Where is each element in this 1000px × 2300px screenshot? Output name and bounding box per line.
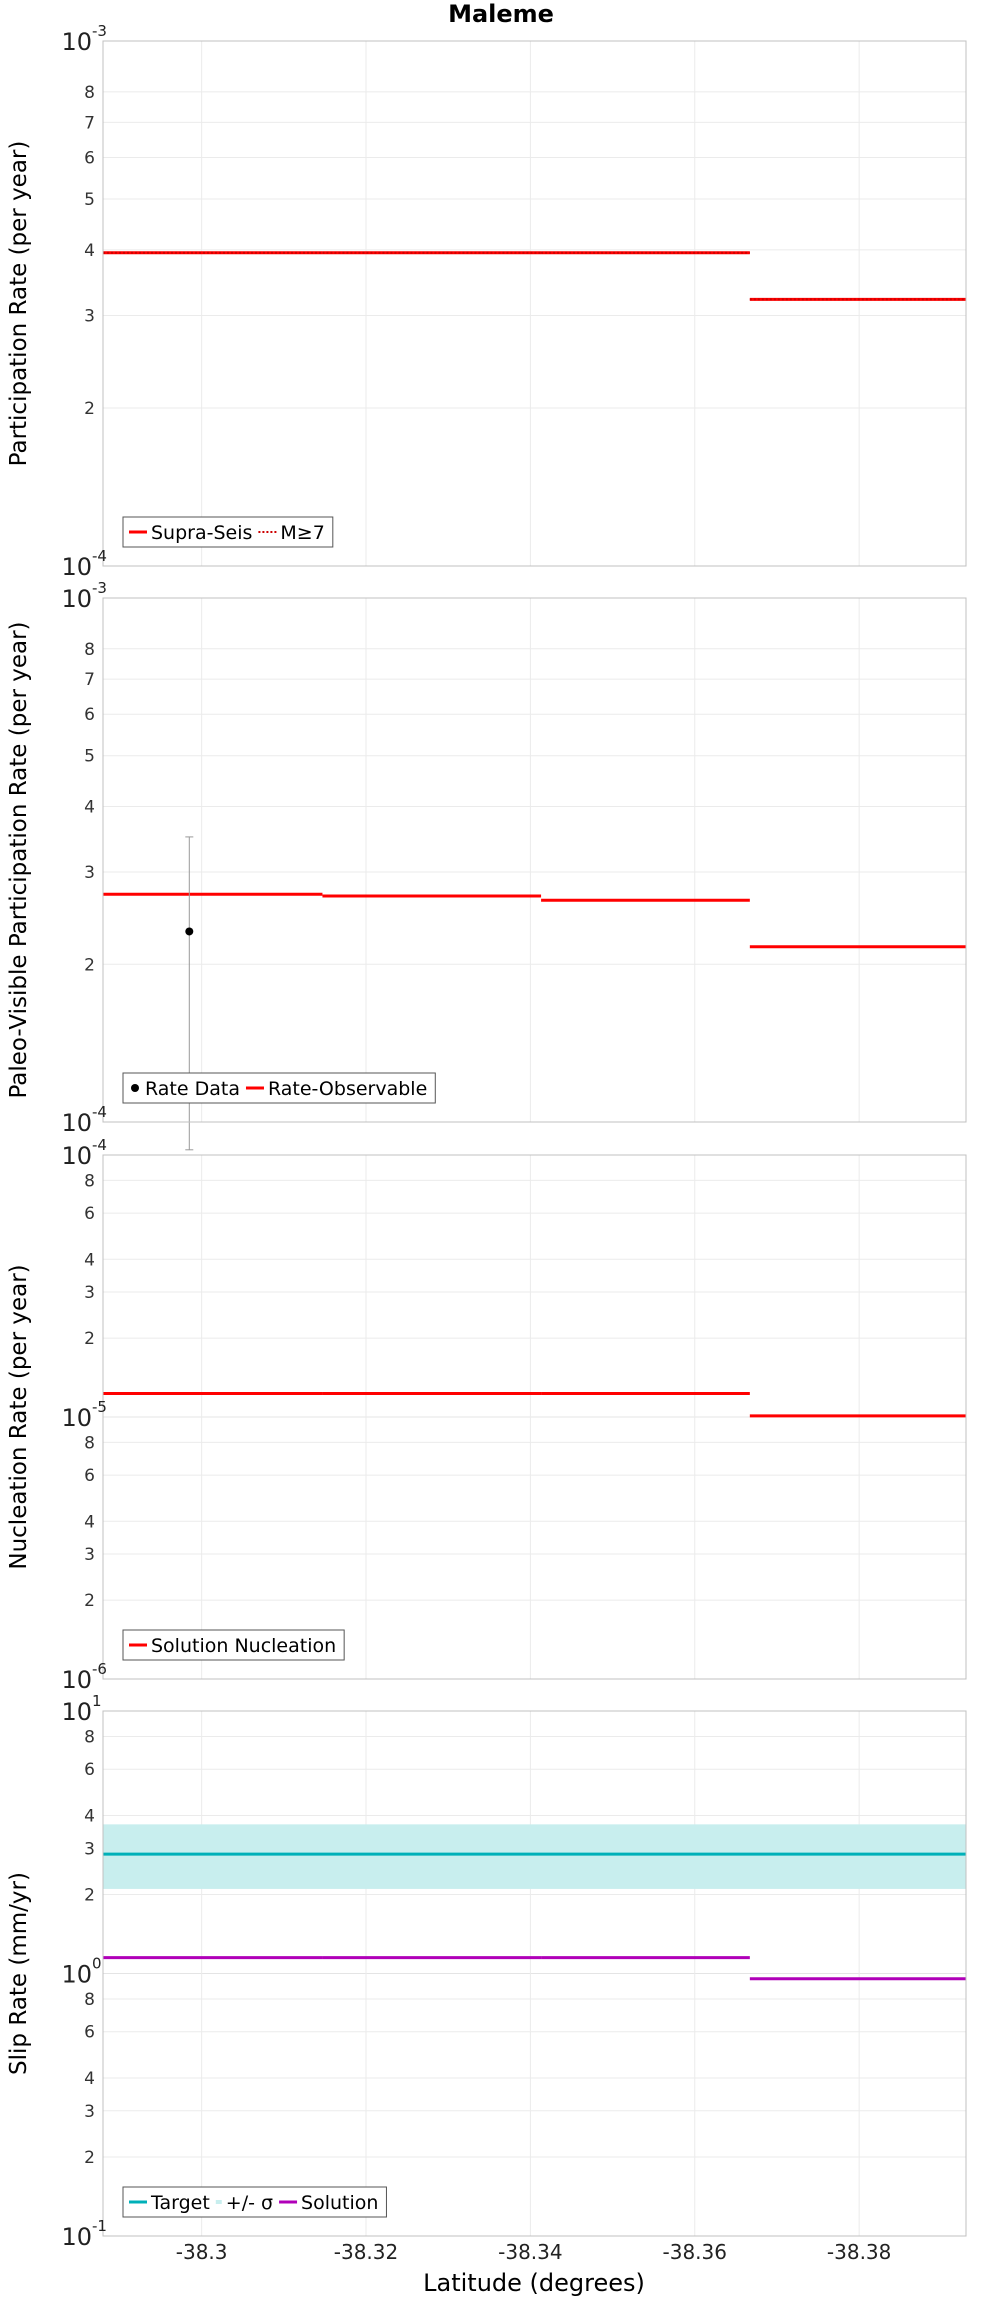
legend-box	[122, 2186, 387, 2218]
data-point	[185, 927, 194, 936]
legend: Rate Data Rate-Observable	[122, 1072, 436, 1104]
y-tick-label: 8	[84, 83, 95, 103]
y-tick-label-major: 10	[61, 1404, 92, 1432]
y-tick-label: 3	[84, 307, 95, 327]
sigma-band	[103, 1824, 966, 1889]
y-tick-label-major: 10	[61, 553, 92, 581]
y-tick-label: 2	[84, 1885, 95, 1905]
y-tick-label: 3	[84, 863, 95, 883]
legend-label: +/- σ	[226, 2192, 273, 2214]
legend-label: Target	[150, 2192, 210, 2214]
y-tick-label-major: 10	[61, 1698, 92, 1726]
legend-label: Rate Data	[145, 1078, 240, 1100]
y-tick-label: 3	[84, 1283, 95, 1303]
y-tick-label: 6	[84, 1204, 95, 1224]
legend: Solution Nucleation	[122, 1629, 345, 1661]
y-tick-label-exponent: -6	[92, 1660, 107, 1678]
y-tick-label-exponent: -1	[92, 2217, 107, 2235]
y-tick-label-major: 10	[61, 2223, 92, 2251]
y-tick-label-major: 10	[61, 1142, 92, 1170]
y-tick-label: 4	[84, 2069, 95, 2089]
y-tick-label: 8	[84, 1727, 95, 1747]
y-tick-label: 5	[84, 747, 95, 767]
y-tick-label-exponent: -3	[92, 22, 107, 40]
y-tick-label: 4	[84, 1250, 95, 1270]
y-axis-label: Nucleation Rate (per year)	[6, 1264, 32, 1569]
plot-frame	[102, 597, 967, 1123]
y-tick-label: 8	[84, 1171, 95, 1191]
y-tick-label: 4	[84, 1806, 95, 1826]
x-tick-label: -38.34	[498, 2240, 562, 2264]
y-tick-label: 2	[84, 1591, 95, 1611]
legend-box	[122, 1629, 345, 1661]
y-tick-label: 7	[84, 113, 95, 133]
legend-box	[122, 516, 334, 548]
legend-label: Solution Nucleation	[151, 1635, 336, 1657]
y-tick-label: 6	[84, 1760, 95, 1780]
y-tick-label: 4	[84, 1512, 95, 1532]
y-tick-label-exponent: 1	[92, 1692, 102, 1710]
plot-frame	[102, 1154, 967, 1680]
legend-marker	[215, 2200, 222, 2204]
legend-label: Supra-Seis	[151, 522, 252, 544]
y-tick-label: 8	[84, 640, 95, 660]
y-tick-label-exponent: 0	[92, 1955, 102, 1973]
y-tick-label-major: 10	[61, 28, 92, 56]
y-tick-label-exponent: -4	[92, 1103, 107, 1121]
y-tick-label-exponent: -5	[92, 1398, 107, 1416]
legend-label: Solution	[301, 2192, 378, 2214]
y-tick-label-exponent: -4	[92, 547, 107, 565]
plot-area	[103, 598, 966, 1122]
legend-label: M≥7	[280, 522, 324, 544]
y-tick-label: 2	[84, 399, 95, 419]
y-tick-label: 2	[84, 1329, 95, 1349]
x-tick-label: -38.36	[663, 2240, 727, 2264]
y-tick-label: 5	[84, 190, 95, 210]
plot-area	[103, 41, 966, 566]
legend: Supra-Seis M≥7	[122, 516, 334, 548]
y-tick-label: 3	[84, 2102, 95, 2122]
x-tick-label: -38.3	[176, 2240, 228, 2264]
y-axis-label: Paleo-Visible Participation Rate (per ye…	[6, 621, 32, 1098]
y-tick-label: 2	[84, 2148, 95, 2168]
y-tick-label-exponent: -4	[92, 1136, 107, 1154]
plot-frame	[102, 40, 967, 567]
y-tick-label: 6	[84, 148, 95, 168]
y-tick-label: 6	[84, 705, 95, 725]
y-tick-label: 4	[84, 241, 95, 261]
legend-marker	[131, 1084, 139, 1092]
y-tick-label: 3	[84, 1839, 95, 1859]
legend-box	[122, 1072, 436, 1104]
y-tick-label-exponent: -3	[92, 579, 107, 597]
x-axis-label: Latitude (degrees)	[423, 2269, 645, 2297]
y-tick-label: 8	[84, 1990, 95, 2010]
chart-title: Maleme	[448, 0, 554, 28]
y-axis-label: Participation Rate (per year)	[6, 141, 32, 467]
y-tick-label-major: 10	[61, 585, 92, 613]
y-tick-label-major: 10	[61, 1666, 92, 1694]
legend-label: Rate-Observable	[268, 1078, 427, 1100]
x-tick-label: -38.38	[827, 2240, 891, 2264]
y-tick-label: 6	[84, 2023, 95, 2043]
plot-frame	[102, 1710, 967, 2237]
x-axis: -38.3 -38.32 -38.34 -38.36 -38.38	[176, 2240, 892, 2264]
y-axis-label: Slip Rate (mm/yr)	[6, 1872, 32, 2075]
y-tick-label-major: 10	[61, 1109, 92, 1137]
y-tick-label-major: 10	[61, 1961, 92, 1989]
legend: Target +/- σ Solution	[122, 2186, 387, 2218]
y-tick-label: 7	[84, 670, 95, 690]
y-tick-label: 3	[84, 1545, 95, 1565]
y-tick-label: 4	[84, 798, 95, 818]
y-tick-label: 2	[84, 955, 95, 975]
x-tick-label: -38.32	[334, 2240, 398, 2264]
y-tick-label: 8	[84, 1433, 95, 1453]
y-tick-label: 6	[84, 1466, 95, 1486]
